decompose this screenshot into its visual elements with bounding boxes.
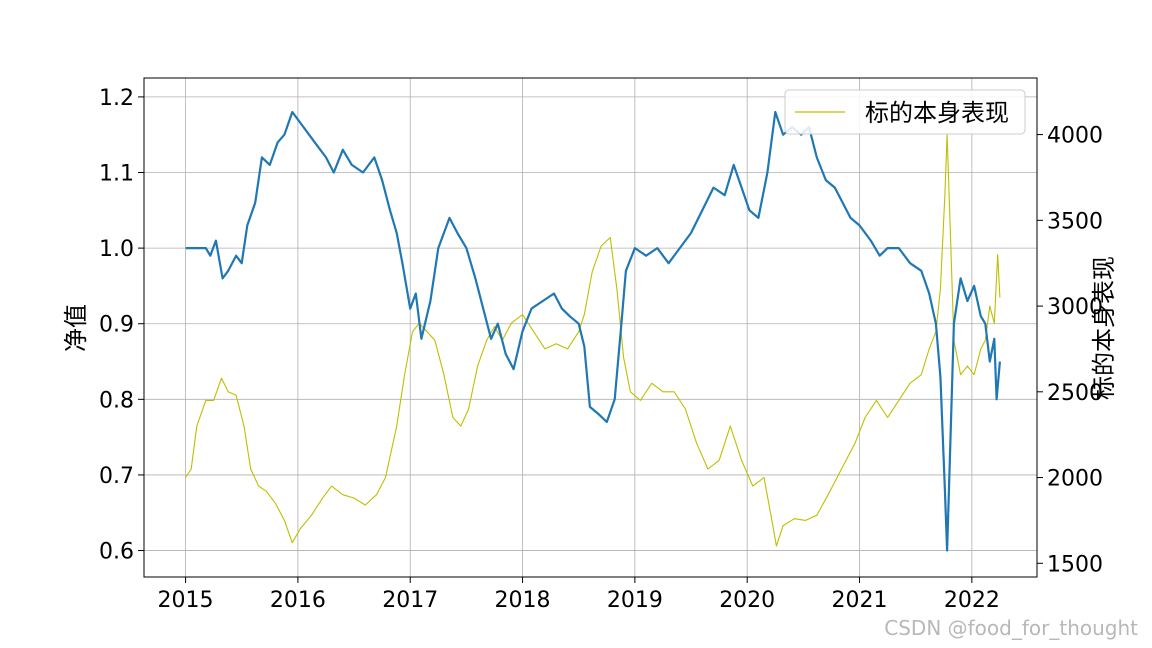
right-axis-title: 标的本身表现 xyxy=(1090,256,1118,400)
series-line-underlying xyxy=(185,134,1001,547)
series-lines xyxy=(185,110,1001,552)
y-left-tick-label: 0.9 xyxy=(99,313,134,338)
y-right-tick-label: 2500 xyxy=(1047,381,1103,406)
legend-entry-label: 标的本身表现 xyxy=(865,99,1009,127)
plot-frame xyxy=(143,77,1038,578)
y-left-tick-label: 1.0 xyxy=(99,237,134,262)
legend-box xyxy=(784,89,1026,135)
x-tick-label: 2016 xyxy=(270,588,326,613)
y-right-tick-label: 2000 xyxy=(1047,467,1103,492)
y-left-tick-label: 1.1 xyxy=(99,162,134,187)
grid-lines xyxy=(144,78,1037,577)
y-right-tick-label: 3500 xyxy=(1047,209,1103,234)
x-tick-label: 2017 xyxy=(382,588,438,613)
y-right-tick-label: 4000 xyxy=(1047,124,1103,149)
x-axis: 2015 2016 2017 2018 2019 2020 2021 2022 xyxy=(158,577,1000,613)
y-right-tick-label: 3000 xyxy=(1047,295,1103,320)
x-tick-label: 2021 xyxy=(832,588,888,613)
y-left-tick-label: 0.8 xyxy=(99,388,134,413)
x-tick-label: 2020 xyxy=(719,588,775,613)
right-y-axis: 1500 2000 2500 3000 3500 4000 xyxy=(1037,124,1103,577)
legend: 标的本身表现 xyxy=(784,89,1026,135)
y-left-tick-label: 0.6 xyxy=(99,540,134,565)
series-line-nav xyxy=(185,110,1001,552)
y-right-tick-label: 1500 xyxy=(1047,552,1103,577)
x-tick-label: 2015 xyxy=(158,588,214,613)
left-axis-title: 净值 xyxy=(62,304,90,352)
x-tick-label: 2019 xyxy=(607,588,663,613)
x-tick-label: 2018 xyxy=(495,588,551,613)
y-left-tick-label: 1.2 xyxy=(99,86,134,111)
left-y-axis: 0.6 0.7 0.8 0.9 1.0 1.1 1.2 xyxy=(99,86,144,565)
x-tick-label: 2022 xyxy=(944,588,1000,613)
y-left-tick-label: 0.7 xyxy=(99,464,134,489)
watermark: CSDN @food_for_thought xyxy=(884,616,1138,640)
